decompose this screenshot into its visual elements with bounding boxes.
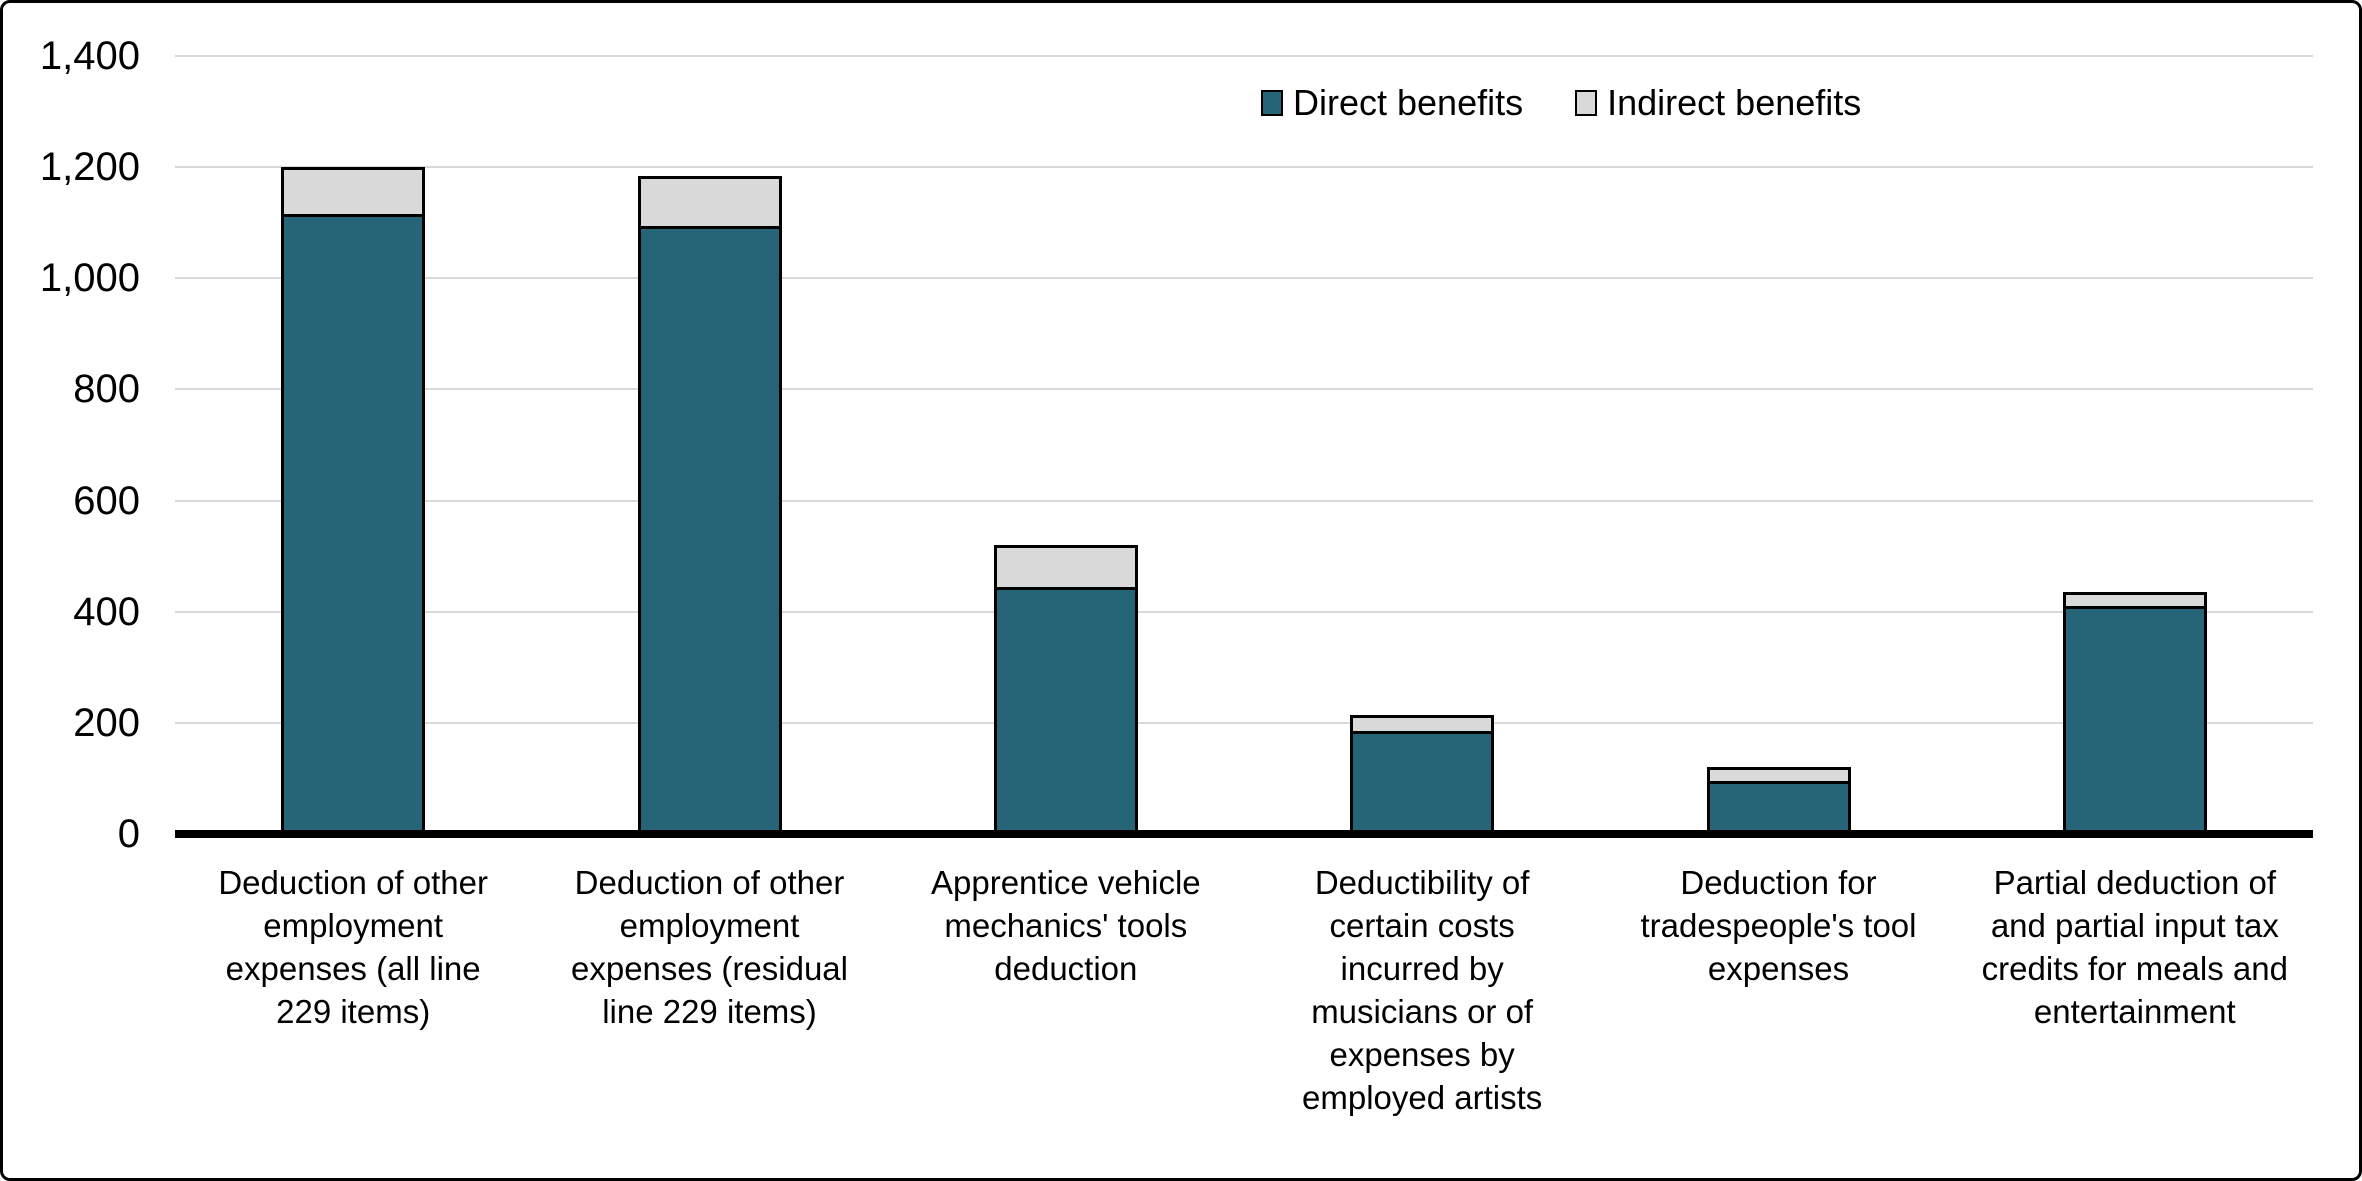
bar-4-segment-indirect [1350, 714, 1495, 735]
bar-3-segment-direct [993, 586, 1138, 834]
bar-6-segment-direct [2062, 606, 2207, 834]
gridline-1400 [175, 55, 2313, 57]
x-axis-label-5: Deduction for tradespeople's tool expens… [1640, 864, 1917, 987]
bar-stack-1 [281, 56, 426, 834]
bar-1-segment-direct [281, 214, 426, 834]
x-axis-label-3: Apprentice vehicle mechanics' tools dedu… [931, 864, 1201, 987]
direct-benefits-swatch-icon [1261, 90, 1283, 116]
bar-6-segment-indirect [2062, 592, 2207, 610]
y-tick-label-800: 800 [73, 367, 140, 412]
bar-stack-2 [637, 56, 782, 834]
bar-3-segment-indirect [993, 545, 1138, 590]
bar-2-segment-indirect [637, 175, 782, 229]
chart-legend: Direct benefits Indirect benefits [1261, 85, 1861, 121]
indirect-benefits-swatch-icon [1575, 90, 1598, 116]
y-tick-label-400: 400 [73, 589, 140, 634]
gridline-1200 [175, 166, 2313, 169]
bar-stack-5 [1706, 56, 1851, 834]
plot-area: 0 200 400 600 800 1,000 1,200 1,400 Deduction of… [40, 36, 2313, 1116]
gridline-600 [175, 499, 2313, 502]
bar-stack-6 [2062, 56, 2207, 834]
bar-5-segment-direct [1706, 781, 1851, 834]
x-axis-line [175, 830, 2313, 838]
y-tick-label-200: 200 [73, 700, 140, 745]
bar-stack-3 [993, 56, 1138, 834]
gridline-800 [175, 388, 2313, 391]
y-tick-label-1400: 1,400 [39, 34, 140, 78]
gridline-400 [175, 610, 2313, 613]
gridline-200 [175, 721, 2313, 724]
legend-item-direct-benefits: Direct benefits [1261, 85, 1523, 121]
bar-4-segment-direct [1350, 731, 1495, 834]
y-tick-label-1200: 1,200 [39, 145, 140, 190]
gridline-1000 [175, 277, 2313, 280]
y-tick-label-600: 600 [73, 478, 140, 523]
bar-1-segment-indirect [281, 167, 426, 218]
legend-label-indirect-benefits: Indirect benefits [1607, 82, 1862, 123]
bar-2-segment-direct [637, 225, 782, 834]
y-tick-label-1000: 1,000 [39, 256, 140, 301]
bar-5-segment-indirect [1706, 767, 1851, 785]
legend-item-indirect-benefits: Indirect benefits [1575, 85, 1861, 121]
x-axis-label-1: Deduction of other employment expenses (… [218, 864, 488, 1030]
x-axis-label-4: Deductibility of certain costs incurred … [1302, 864, 1543, 1116]
y-tick-label-0: 0 [117, 812, 140, 856]
bar-stack-4 [1350, 56, 1495, 834]
legend-label-direct-benefits: Direct benefits [1293, 82, 1524, 123]
x-axis-label-6: Partial deduction of and partial input t… [1981, 864, 2288, 1030]
x-axis-label-2: Deduction of other employment expenses (… [571, 864, 848, 1030]
